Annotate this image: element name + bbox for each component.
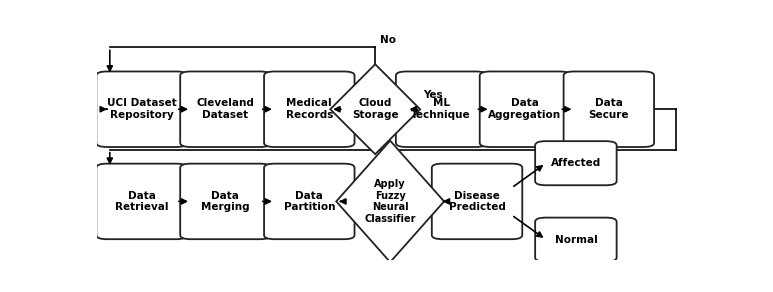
FancyBboxPatch shape	[97, 72, 187, 147]
Text: UCI Dataset
Repository: UCI Dataset Repository	[107, 98, 176, 120]
FancyBboxPatch shape	[264, 164, 355, 239]
Text: ML
Technique: ML Technique	[411, 98, 471, 120]
FancyBboxPatch shape	[180, 164, 271, 239]
Text: Disease
Predicted: Disease Predicted	[448, 191, 506, 212]
Text: Affected: Affected	[550, 158, 601, 168]
Text: Yes: Yes	[423, 90, 443, 100]
Text: Cloud
Storage: Cloud Storage	[352, 98, 399, 120]
Text: No: No	[380, 35, 396, 45]
Polygon shape	[336, 141, 444, 262]
FancyBboxPatch shape	[564, 72, 654, 147]
Text: Data
Partition: Data Partition	[284, 191, 335, 212]
Text: Data
Merging: Data Merging	[201, 191, 250, 212]
Text: Data
Secure: Data Secure	[588, 98, 629, 120]
FancyBboxPatch shape	[264, 72, 355, 147]
Polygon shape	[330, 64, 421, 154]
FancyBboxPatch shape	[180, 72, 271, 147]
FancyBboxPatch shape	[535, 141, 617, 185]
Text: Cleveland
Dataset: Cleveland Dataset	[196, 98, 254, 120]
Text: Data
Retrieval: Data Retrieval	[115, 191, 169, 212]
Text: Normal: Normal	[554, 235, 598, 245]
FancyBboxPatch shape	[97, 164, 187, 239]
Text: Medical
Records: Medical Records	[285, 98, 333, 120]
Text: Data
Aggregation: Data Aggregation	[489, 98, 561, 120]
FancyBboxPatch shape	[432, 164, 523, 239]
FancyBboxPatch shape	[535, 218, 617, 262]
Text: Apply
Fuzzy
Neural
Classifier: Apply Fuzzy Neural Classifier	[364, 179, 416, 224]
FancyBboxPatch shape	[480, 72, 570, 147]
FancyBboxPatch shape	[396, 72, 486, 147]
